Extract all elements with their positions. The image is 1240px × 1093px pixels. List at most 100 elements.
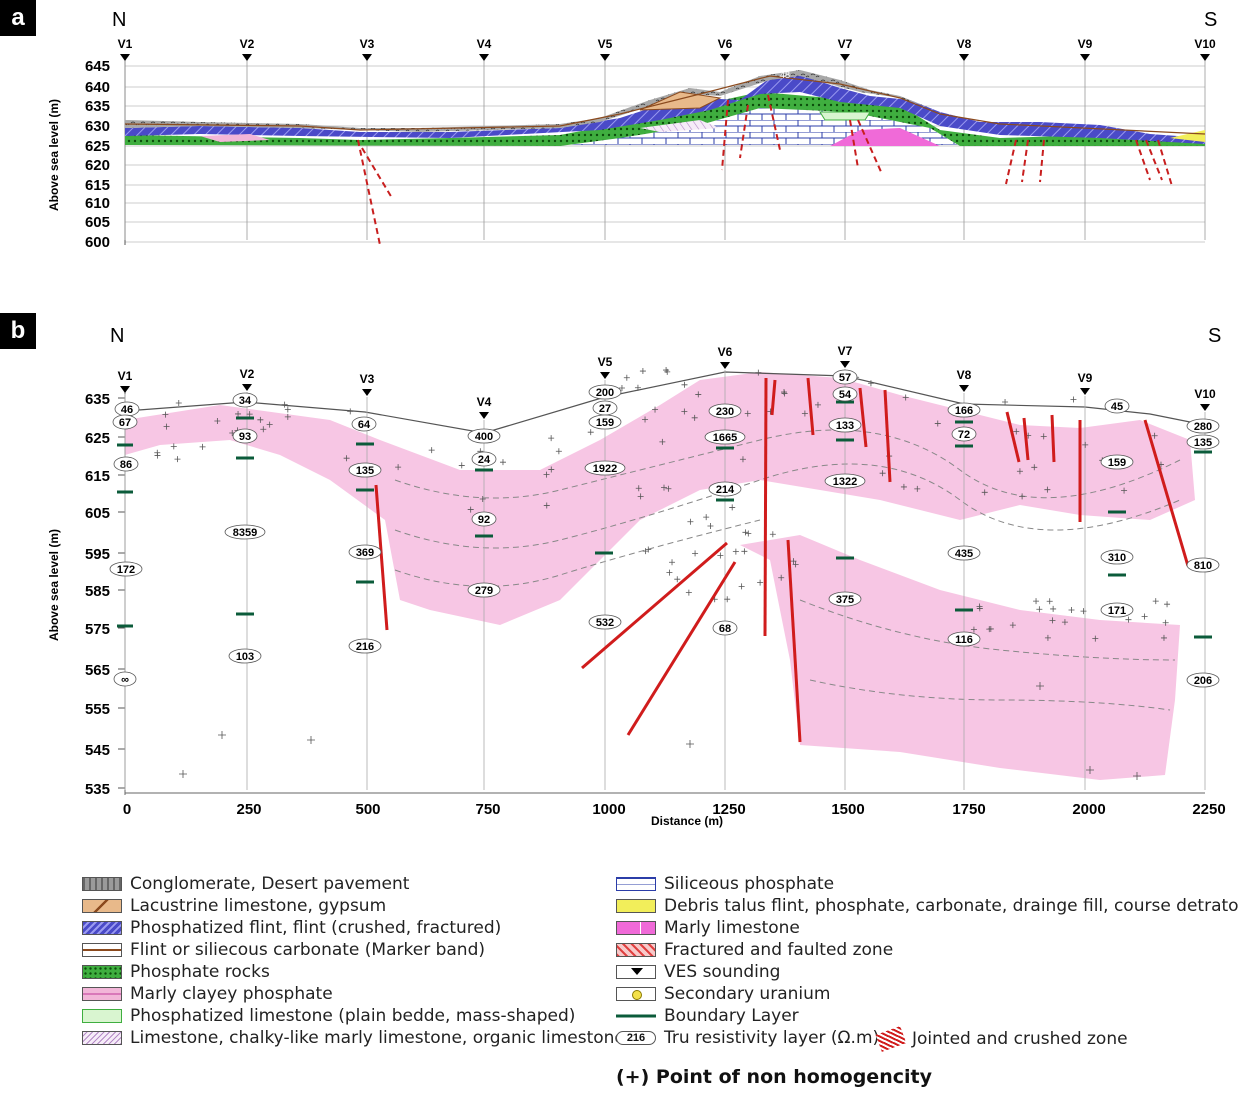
- non-homogeneity-point: [343, 455, 350, 462]
- panel-a-station-label: V1: [118, 37, 133, 51]
- non-homogeneity-point: [914, 485, 921, 492]
- resistivity-label: 1665: [704, 429, 746, 445]
- debris-icon: [616, 899, 656, 913]
- non-homogeneity-point: [781, 389, 788, 396]
- left-legend-label: Flint or siliecous carbonate (Marker ban…: [130, 940, 485, 960]
- right-legend-row: Siliceous phosphate: [616, 874, 834, 894]
- ves-marker-icon: [1080, 54, 1090, 61]
- panel-b-ytick: 545: [85, 742, 110, 759]
- resistivity-label: 369: [348, 544, 382, 560]
- resistivity-label: 92: [471, 511, 497, 527]
- resistivity-label: 280: [1186, 418, 1220, 434]
- right-legend-label: Secondary uranium: [664, 984, 831, 1004]
- resistivity-label: 135: [348, 462, 382, 478]
- left-legend-row: Phosphate rocks: [82, 962, 270, 982]
- panel-a-ylabel: Above sea level (m): [47, 99, 61, 211]
- ves-marker-icon: [120, 386, 130, 393]
- svg-text:369: 369: [356, 547, 374, 559]
- svg-text:1322: 1322: [833, 476, 857, 488]
- resistivity-label: 68: [712, 620, 738, 636]
- marker-band-icon: [82, 943, 122, 957]
- right-legend-label: Tru resistivity layer (Ω.m): [664, 1028, 880, 1048]
- resistivity-label: 279: [467, 582, 501, 598]
- resistivity-label: 64: [351, 416, 377, 432]
- resistivity-label: 159: [1100, 454, 1134, 470]
- ves-marker-icon: [600, 54, 610, 61]
- non-homogeneity-point: [1133, 772, 1141, 780]
- non-homogeneity-point: [703, 514, 710, 521]
- svg-text:216: 216: [356, 641, 374, 653]
- panel-b-station-label: V4: [477, 395, 492, 409]
- right-legend-row: Fractured and faulted zone: [616, 940, 893, 960]
- left-legend-row: Lacustrine limestone, gypsum: [82, 896, 386, 916]
- panel-b-south: S: [1208, 325, 1221, 347]
- panel-a-station-label: V7: [838, 37, 853, 51]
- non-homogeneity-point: [744, 410, 751, 417]
- resistivity-label: 54: [832, 386, 858, 402]
- resistivity-label: 34: [232, 392, 258, 408]
- non-homogeneity-point: [637, 493, 644, 500]
- panel-b-xtick: 0: [123, 801, 131, 818]
- ves-marker-icon: [959, 385, 969, 392]
- non-homogeneity-point: [1002, 398, 1009, 405]
- resistivity-label: 8359: [224, 524, 266, 540]
- non-homogeneity-point: [981, 489, 988, 496]
- non-homogeneity-point: [1019, 493, 1026, 500]
- panel-a-ytick: 625: [85, 138, 110, 155]
- resistivity-label: 67: [112, 414, 138, 430]
- panel-b-station-label: V7: [838, 344, 853, 358]
- panel-a-station-label: V5: [598, 37, 613, 51]
- non-homogeneity-point: [902, 394, 909, 401]
- panel-b-station-label: V3: [360, 372, 375, 386]
- panel-b-ytick: 605: [85, 505, 110, 522]
- panel-a-ytick: 615: [85, 177, 110, 194]
- non-homogeneity-point: [732, 548, 739, 555]
- panel-b-xtick: 2000: [1072, 801, 1105, 818]
- ves-marker-icon: [600, 372, 610, 379]
- panel-b-faults: [374, 377, 1190, 743]
- panel-b-ytick: 555: [85, 701, 110, 718]
- panel-a-station-label: V2: [240, 37, 255, 51]
- non-homogeneity-point: [642, 548, 649, 555]
- panel-b-station-label: V9: [1078, 371, 1093, 385]
- legend-note: (+) Point of non homogencity: [616, 1066, 932, 1088]
- resistivity-label: 116: [947, 631, 981, 647]
- panel-a-ytick: 630: [85, 118, 110, 135]
- svg-text:64: 64: [358, 419, 371, 431]
- non-homogeneity-point: [691, 414, 698, 421]
- svg-text:166: 166: [955, 405, 973, 417]
- jointed-zone-icon: [875, 1026, 907, 1052]
- non-homogeneity-point: [1009, 622, 1016, 629]
- left-legend-row: Marly clayey phosphate: [82, 984, 333, 1004]
- non-homogeneity-point: [1016, 468, 1023, 475]
- svg-text:116: 116: [955, 634, 973, 646]
- panel-b-north: N: [110, 325, 124, 347]
- non-homogeneity-point: [1152, 598, 1159, 605]
- panel-a-ytick: 605: [85, 214, 110, 231]
- non-homogeneity-point: [738, 583, 745, 590]
- panel-b-ytick: 635: [85, 391, 110, 408]
- panel-b-ytick: 595: [85, 546, 110, 563]
- non-homogeneity-point: [790, 558, 797, 565]
- marker-band: [124, 75, 1206, 135]
- non-homogeneity-point: [618, 384, 625, 391]
- non-homogeneity-point: [934, 420, 941, 427]
- panel-b-xtick: 1250: [712, 801, 745, 818]
- resistivity-label: 46: [114, 401, 140, 417]
- non-homogeneity-point: [681, 408, 688, 415]
- svg-text:279: 279: [475, 585, 493, 597]
- non-homogeneity-point: [1070, 396, 1077, 403]
- non-homogeneity-point: [792, 561, 799, 568]
- svg-text:72: 72: [958, 429, 970, 441]
- siliceous-icon: [616, 877, 656, 891]
- resistivity-label: 214: [708, 481, 742, 497]
- non-homogeneity-point: [214, 418, 221, 425]
- non-homogeneity-point: [281, 401, 288, 408]
- left-legend-row: Phosphatized flint, flint (crushed, frac…: [82, 918, 501, 938]
- left-legend-label: Phosphatized limestone (plain bedde, mas…: [130, 1006, 576, 1026]
- non-homogeneity-point: [717, 552, 724, 559]
- left-legend-row: Flint or siliecous carbonate (Marker ban…: [82, 940, 485, 960]
- non-homogeneity-point: [1036, 682, 1044, 690]
- non-homogeneity-point: [246, 411, 253, 418]
- non-homogeneity-point: [175, 400, 182, 407]
